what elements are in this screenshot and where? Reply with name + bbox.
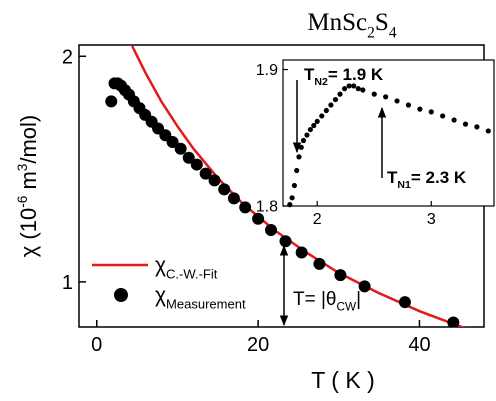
text-part: T= |θ	[293, 289, 336, 310]
data-point	[199, 167, 212, 180]
text-part: -6	[15, 196, 30, 208]
data-point	[291, 182, 298, 189]
y-tick-label: 1	[62, 272, 73, 294]
data-point	[304, 132, 310, 138]
text-part: /mol)	[16, 115, 41, 164]
text-part: 2	[367, 25, 375, 42]
data-point	[313, 257, 326, 270]
data-point	[227, 192, 240, 205]
plot-area	[105, 45, 466, 327]
data-point	[208, 174, 221, 187]
data-point	[332, 96, 339, 103]
plot-frame	[282, 59, 495, 207]
y-axis-label: χ (10-6 m3/mol)	[15, 115, 41, 258]
text-part: χ	[155, 254, 166, 277]
data-point	[337, 91, 343, 97]
text-part: = 2.3 K	[411, 168, 467, 187]
data-point	[341, 86, 348, 92]
data-point	[287, 202, 293, 208]
text-part: 3	[15, 164, 30, 172]
chart-title: MnSc2S4	[307, 9, 396, 42]
data-point	[295, 246, 308, 259]
data-point	[417, 106, 423, 112]
legend-marker	[114, 288, 128, 302]
x-tick-label: 20	[247, 334, 269, 356]
data-point	[174, 142, 187, 155]
text-part: χ	[155, 284, 166, 307]
x-tick-label: 2	[313, 211, 322, 228]
text-part: MnSc	[307, 9, 367, 36]
text-part: N1	[397, 179, 411, 191]
data-point	[440, 113, 446, 119]
text-part: |	[356, 289, 361, 310]
data-point	[166, 136, 179, 149]
data-point	[451, 117, 457, 123]
data-point	[328, 102, 334, 108]
legend-label: χC.-W.-Fit	[155, 254, 218, 281]
x-tick-label: 3	[427, 211, 436, 228]
y-tick-label: 1.9	[256, 62, 278, 79]
x-tick-label: 40	[408, 334, 430, 356]
data-point	[182, 151, 195, 164]
data-point	[300, 137, 307, 144]
text-part: CW	[336, 301, 356, 314]
data-point	[294, 167, 300, 174]
data-point	[265, 223, 278, 236]
data-point	[334, 269, 347, 282]
text-part: S	[375, 9, 389, 36]
text-part: = 1.9 K	[328, 65, 384, 84]
annotation: T= |θCW|	[293, 289, 361, 314]
text-part: χ (10	[16, 208, 41, 257]
text-part: 4	[389, 25, 397, 42]
y-tick-label: 1.8	[256, 199, 278, 216]
data-point	[307, 126, 313, 133]
annotation: TN1= 2.3 K	[387, 168, 467, 191]
data-point	[485, 128, 491, 134]
text-part: N2	[314, 76, 328, 88]
y-tick-label: 2	[62, 46, 73, 68]
text-part: Measurement	[166, 296, 246, 311]
data-point	[289, 195, 295, 201]
data-point	[462, 121, 469, 127]
data-point	[360, 87, 366, 93]
data-point	[190, 158, 203, 171]
data-point	[311, 122, 317, 129]
data-point	[105, 95, 118, 108]
data-point	[351, 83, 357, 89]
data-point	[371, 91, 377, 97]
data-point	[298, 144, 304, 150]
text-part: T	[387, 168, 398, 187]
data-point	[428, 109, 434, 115]
data-point	[252, 212, 265, 225]
annotation: TN2= 1.9 K	[304, 65, 384, 88]
x-axis-label: T ( K )	[311, 367, 374, 393]
data-point	[405, 102, 412, 108]
data-point	[355, 86, 361, 92]
data-point	[398, 296, 411, 309]
text-part: T	[304, 65, 315, 84]
data-point	[394, 98, 400, 104]
x-tick-label: 0	[91, 334, 102, 356]
data-point	[314, 118, 320, 125]
data-point	[239, 201, 252, 214]
text-part: m	[16, 171, 41, 195]
data-point	[279, 235, 292, 248]
data-point	[358, 280, 371, 293]
legend-label: χMeasurement	[155, 284, 246, 311]
text-part: C.-W.-Fit	[166, 266, 218, 281]
data-point	[319, 113, 325, 119]
data-point	[323, 107, 329, 114]
data-point	[383, 94, 389, 100]
plot-area	[287, 83, 491, 208]
data-point	[447, 316, 460, 327]
data-point	[346, 83, 352, 89]
data-point	[218, 183, 231, 196]
data-point	[474, 124, 480, 130]
data-point	[296, 154, 302, 160]
